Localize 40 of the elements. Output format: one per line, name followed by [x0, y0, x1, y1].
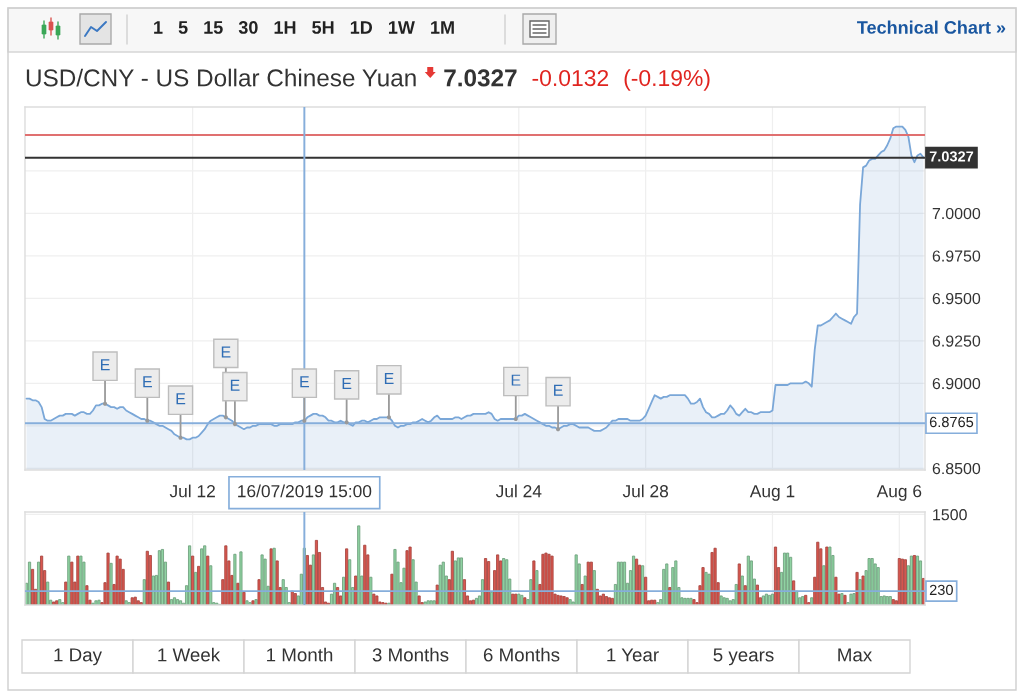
y-tick-label: 1500 [933, 509, 967, 521]
data-label: E [221, 346, 231, 358]
y-tick-label: 6.9500 [932, 292, 981, 305]
x-tick-label: Jul 28 [622, 484, 669, 498]
text: (-0.19%) [624, 69, 710, 91]
ref-line-label: 7.0327 [929, 151, 974, 162]
text: 1 Day [54, 648, 102, 666]
text: Technical Chart » [857, 20, 1006, 34]
y-tick-label: 6.9250 [932, 335, 981, 347]
y-tick-label: 7.0000 [932, 207, 981, 220]
y-tick-label: 6.9000 [932, 377, 981, 390]
data-label: E [230, 379, 240, 391]
text: 1 Week [158, 647, 221, 662]
y-tick-label: 6.8500 [932, 462, 981, 475]
text: 1 Year [607, 648, 659, 662]
x-tick-label: Aug 1 [749, 485, 795, 501]
text: 3 Months [372, 647, 449, 662]
text: 6 Months [483, 647, 560, 662]
y-tick-label: 6.9750 [932, 250, 981, 262]
data-label: E [176, 393, 186, 405]
x-tick-label: Jul 24 [495, 484, 542, 498]
text: 1 Month [267, 647, 333, 662]
text: 1 5 15 30 1H 5H 1D 1W 1M [154, 21, 454, 34]
ref-line-label: 230 [929, 584, 953, 596]
text: 5 years [713, 648, 774, 666]
data-label: E [384, 372, 394, 384]
chart-title: USD/CNY - US Dollar Chinese Yuan [26, 68, 416, 87]
x-tick-label: 16/07/2019 15:00 [238, 484, 372, 498]
ref-line-label: 6.8765 [929, 416, 974, 428]
data-label: E [342, 378, 352, 390]
x-tick-label: Jul 12 [169, 484, 215, 498]
data-label: E [101, 359, 110, 371]
text: Max [838, 648, 873, 662]
data-label: E [511, 374, 521, 386]
data-label: E [143, 376, 152, 388]
x-tick-label: Aug 6 [876, 485, 922, 501]
text: -0.0132 [532, 69, 609, 87]
data-label: E [554, 384, 563, 396]
data-label: E [300, 376, 309, 388]
text: 7.0327 [444, 69, 517, 87]
